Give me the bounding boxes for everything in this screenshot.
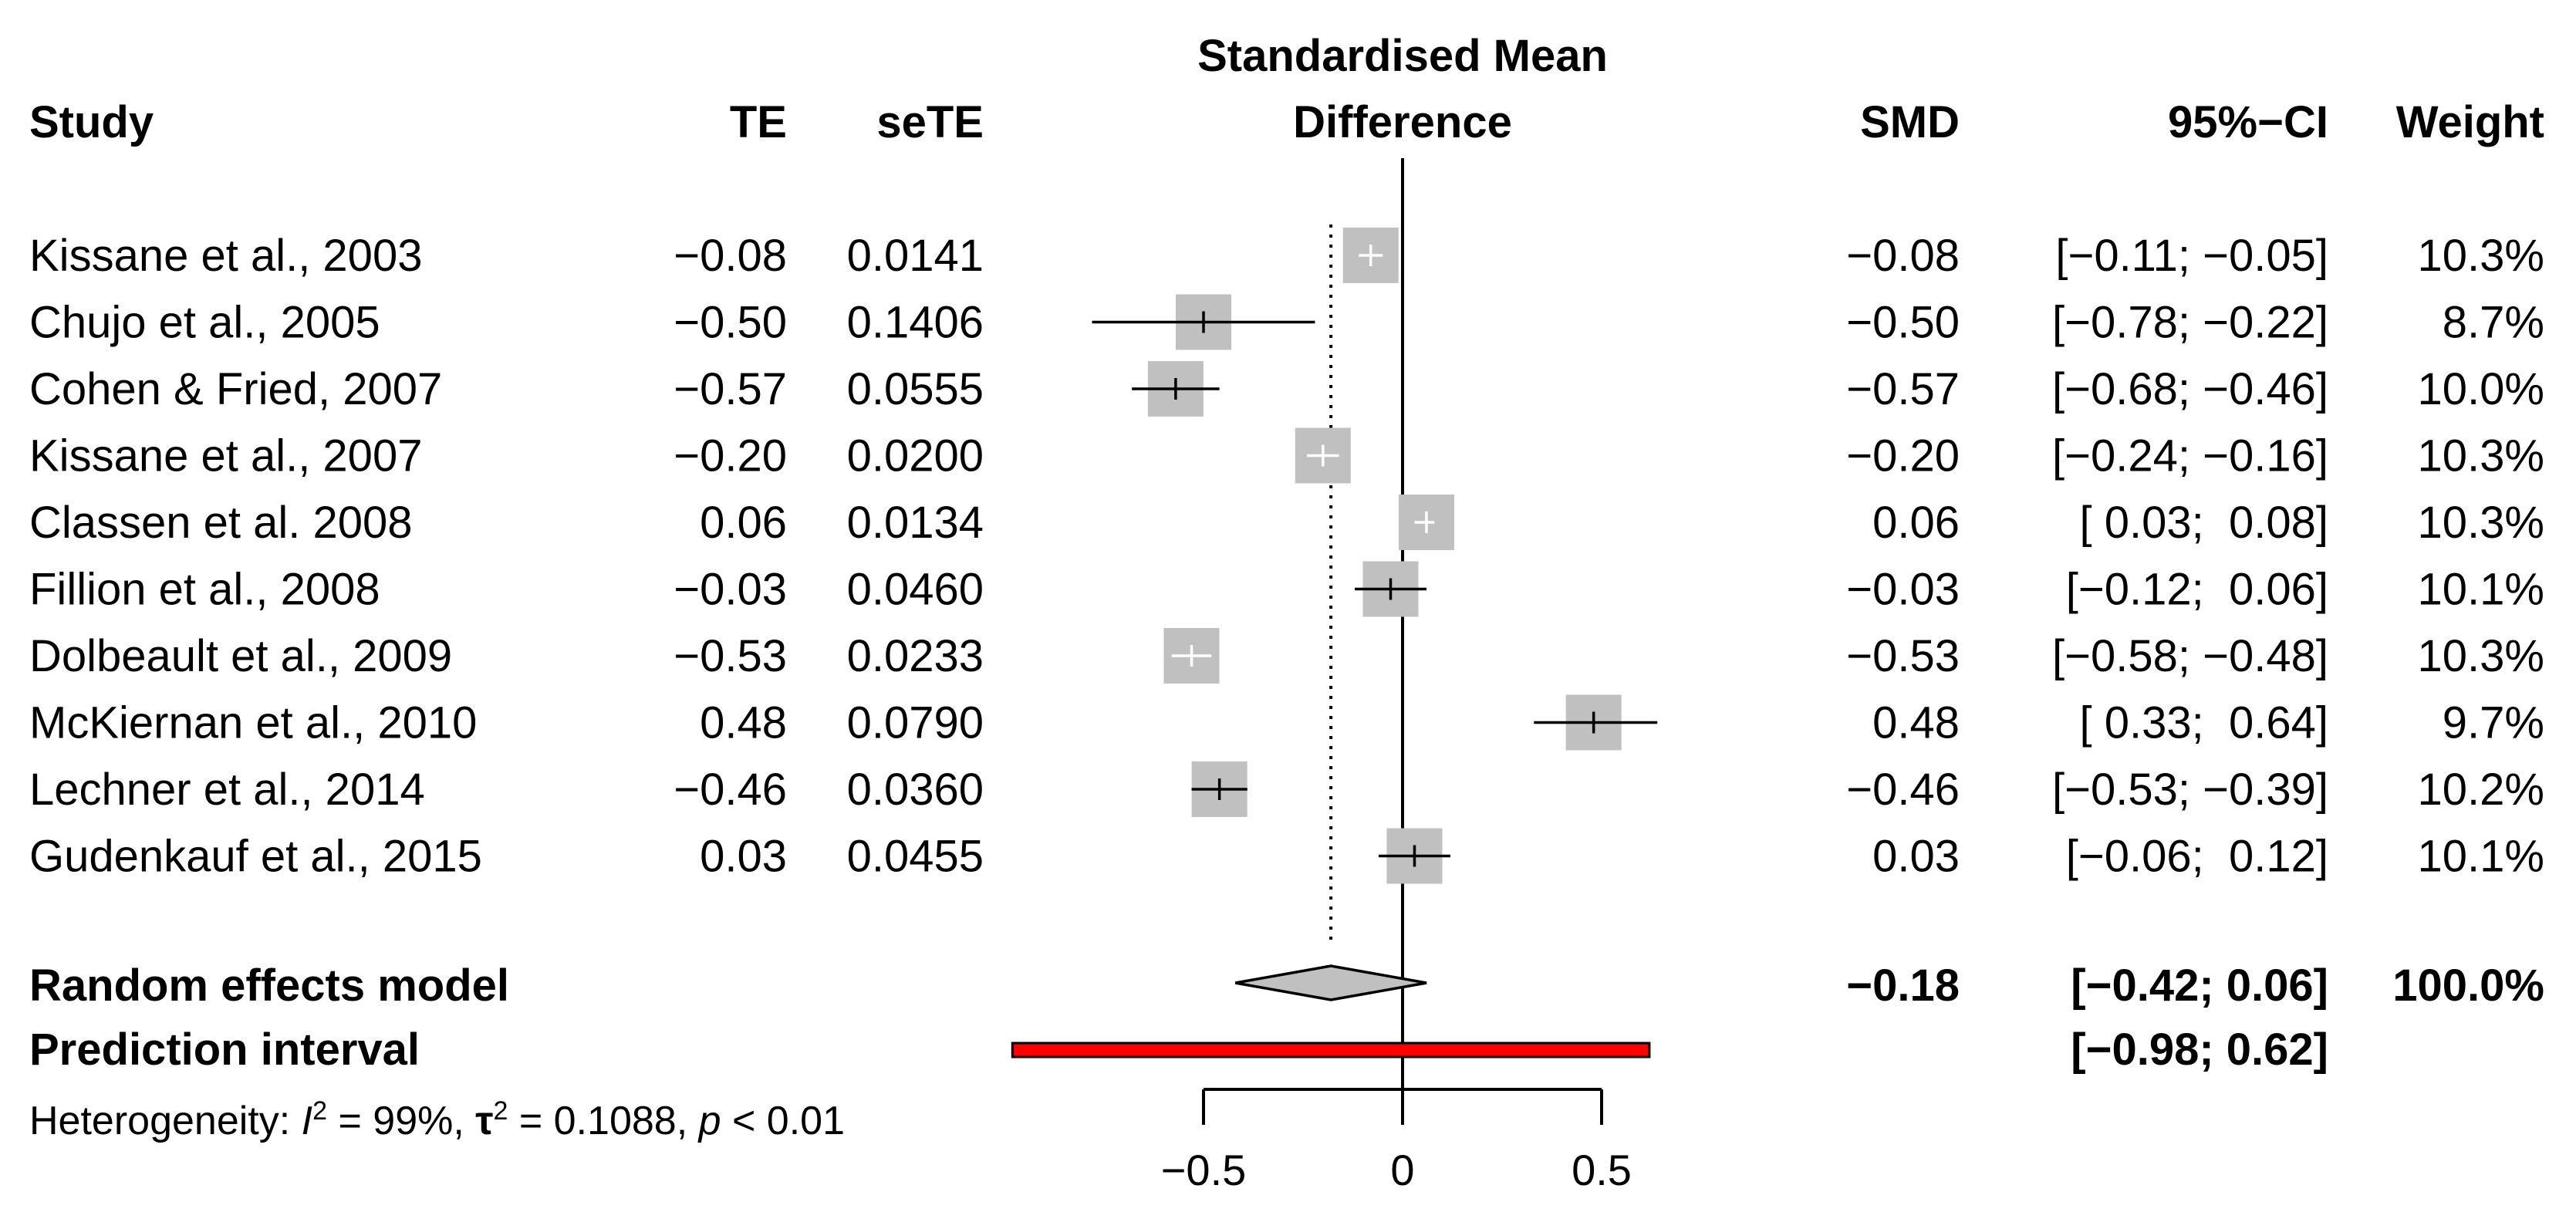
prediction-interval-label: Prediction interval: [29, 1025, 420, 1075]
study-smd: −0.46: [1846, 765, 1960, 815]
study-ci: [ 0.33; 0.64]: [2080, 698, 2328, 748]
study-name: Cohen & Fried, 2007: [29, 364, 442, 414]
study-te: −0.53: [674, 631, 787, 681]
study-name: Fillion et al., 2008: [29, 565, 380, 615]
study-ci: [−0.24; −0.16]: [2052, 431, 2328, 481]
prediction-interval-ci: [−0.98; 0.62]: [2071, 1025, 2328, 1075]
study-sete: 0.1406: [847, 298, 984, 348]
header-study: Study: [29, 97, 154, 147]
header-smd: SMD: [1860, 97, 1960, 147]
study-sete: 0.0360: [847, 765, 984, 815]
study-ci: [−0.58; −0.48]: [2052, 631, 2328, 681]
study-te: −0.46: [674, 765, 787, 815]
pooled-diamond: [1234, 964, 1427, 1001]
study-sete: 0.0460: [847, 565, 984, 615]
study-te: −0.08: [674, 231, 787, 281]
study-smd: 0.06: [1872, 498, 1960, 548]
study-sete: 0.0555: [847, 364, 984, 414]
study-sete: 0.0141: [847, 231, 984, 281]
study-smd: −0.03: [1846, 565, 1960, 615]
study-weight: 10.3%: [2418, 231, 2544, 281]
study-sete: 0.0455: [847, 832, 984, 882]
study-row: Fillion et al., 2008 −0.03 0.0460 −0.03 [−0.…: [29, 565, 2544, 615]
study-name: Kissane et al., 2003: [29, 231, 422, 281]
study-rows: Kissane et al., 2003 −0.08 0.0141 −0.08 [−0.…: [29, 231, 2544, 882]
study-weight: 10.1%: [2418, 565, 2544, 615]
study-te: 0.48: [700, 698, 787, 748]
study-sete: 0.0134: [847, 498, 984, 548]
study-ci: [−0.06; 0.12]: [2066, 832, 2328, 882]
random-effects-weight: 100.0%: [2392, 961, 2544, 1011]
study-te: −0.57: [674, 364, 787, 414]
study-smd: −0.50: [1846, 298, 1960, 348]
study-smd: 0.03: [1872, 832, 1960, 882]
study-te: −0.03: [674, 565, 787, 615]
heterogeneity-text: Heterogeneity: I2 = 99%, τ2 = 0.1088, p …: [29, 1096, 845, 1143]
header-ci: 95%−CI: [2168, 97, 2328, 147]
study-name: Dolbeault et al., 2009: [29, 631, 452, 681]
study-ci: [−0.12; 0.06]: [2066, 565, 2328, 615]
study-name: Classen et al. 2008: [29, 498, 413, 548]
study-sete: 0.0200: [847, 431, 984, 481]
prediction-interval-bar: [1011, 1042, 1651, 1058]
study-ci: [ 0.03; 0.08]: [2080, 498, 2328, 548]
study-row: Kissane et al., 2007 −0.20 0.0200 −0.20 [−0.…: [29, 431, 2544, 481]
random-effects-ci: [−0.42; 0.06]: [2071, 961, 2328, 1011]
study-smd: −0.08: [1846, 231, 1960, 281]
x-axis-tick-label: −0.5: [1161, 1146, 1247, 1194]
study-smd: −0.57: [1846, 364, 1960, 414]
study-weight: 10.1%: [2418, 832, 2544, 882]
study-ci: [−0.68; −0.46]: [2052, 364, 2328, 414]
plot-title-line2: Difference: [1293, 97, 1512, 147]
study-smd: −0.20: [1846, 431, 1960, 481]
study-row: Cohen & Fried, 2007 −0.57 0.0555 −0.57 [−0.6…: [29, 364, 2544, 414]
study-ci: [−0.53; −0.39]: [2052, 765, 2328, 815]
study-te: 0.03: [700, 832, 787, 882]
study-weight: 10.3%: [2418, 431, 2544, 481]
study-smd: 0.48: [1872, 698, 1960, 748]
study-name: Gudenkauf et al., 2015: [29, 832, 482, 882]
header-te: TE: [730, 97, 787, 147]
header-weight: Weight: [2396, 97, 2544, 147]
study-te: −0.20: [674, 431, 787, 481]
study-name: McKiernan et al., 2010: [29, 698, 477, 748]
study-row: Gudenkauf et al., 2015 0.03 0.0455 0.03 [−0.…: [29, 832, 2544, 882]
study-weight: 10.0%: [2418, 364, 2544, 414]
study-weight: 9.7%: [2443, 698, 2544, 748]
study-row: Lechner et al., 2014 −0.46 0.0360 −0.46 [−0.…: [29, 765, 2544, 815]
x-axis-tick-label: 0: [1390, 1146, 1414, 1194]
study-smd: −0.53: [1846, 631, 1960, 681]
study-row: Kissane et al., 2003 −0.08 0.0141 −0.08 [−0.…: [29, 231, 2544, 281]
study-sete: 0.0233: [847, 631, 984, 681]
study-row: Classen et al. 2008 0.06 0.0134 0.06 [ 0.03;…: [29, 498, 2544, 548]
study-row: Dolbeault et al., 2009 −0.53 0.0233 −0.53 [−…: [29, 631, 2544, 681]
study-weight: 10.2%: [2418, 765, 2544, 815]
study-row: McKiernan et al., 2010 0.48 0.0790 0.48 [ 0.…: [29, 698, 2544, 748]
study-name: Chujo et al., 2005: [29, 298, 380, 348]
study-weight: 8.7%: [2443, 298, 2544, 348]
study-te: 0.06: [700, 498, 787, 548]
study-weight: 10.3%: [2418, 498, 2544, 548]
study-sete: 0.0790: [847, 698, 984, 748]
study-ci: [−0.11; −0.05]: [2055, 231, 2328, 281]
study-row: Chujo et al., 2005 −0.50 0.1406 −0.50 [−0.78…: [29, 298, 2544, 348]
study-te: −0.50: [674, 298, 787, 348]
study-name: Kissane et al., 2007: [29, 431, 422, 481]
header-sete: seTE: [876, 97, 984, 147]
plot-title-line1: Standardised Mean: [1197, 31, 1608, 81]
random-effects-smd: −0.18: [1846, 961, 1960, 1011]
study-ci: [−0.78; −0.22]: [2052, 298, 2328, 348]
x-axis-tick-label: 0.5: [1572, 1146, 1632, 1194]
study-weight: 10.3%: [2418, 631, 2544, 681]
random-effects-label: Random effects model: [29, 961, 509, 1011]
plot-marks: [1011, 158, 1658, 1089]
study-name: Lechner et al., 2014: [29, 765, 425, 815]
x-axis: −0.5 0 0.5: [1161, 1088, 1632, 1194]
